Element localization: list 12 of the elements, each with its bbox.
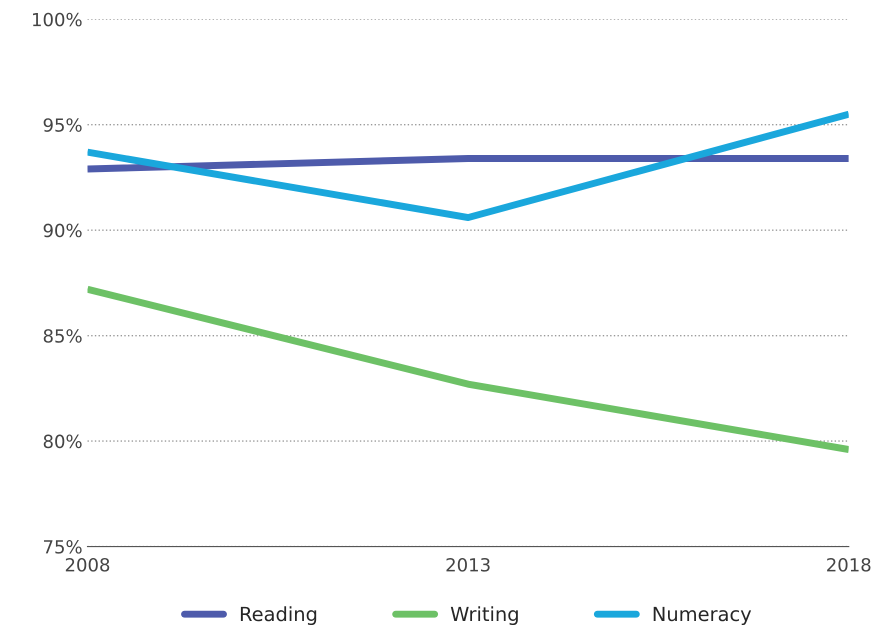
legend-label: Numeracy: [654, 606, 752, 626]
legend-label: Writing: [450, 606, 518, 626]
x-tick-label: 2008: [66, 558, 110, 572]
y-tick-label: 75%: [44, 540, 82, 554]
x-tick-label: 2013: [446, 558, 490, 572]
y-tick-label: 85%: [44, 329, 82, 343]
y-tick-label: 90%: [44, 224, 82, 238]
y-tick-label: 100%: [33, 12, 82, 26]
y-tick-label: 80%: [44, 434, 82, 448]
x-tick-label: 2018: [827, 558, 870, 572]
legend-label: Reading: [240, 606, 316, 626]
y-tick-label: 95%: [44, 118, 82, 132]
